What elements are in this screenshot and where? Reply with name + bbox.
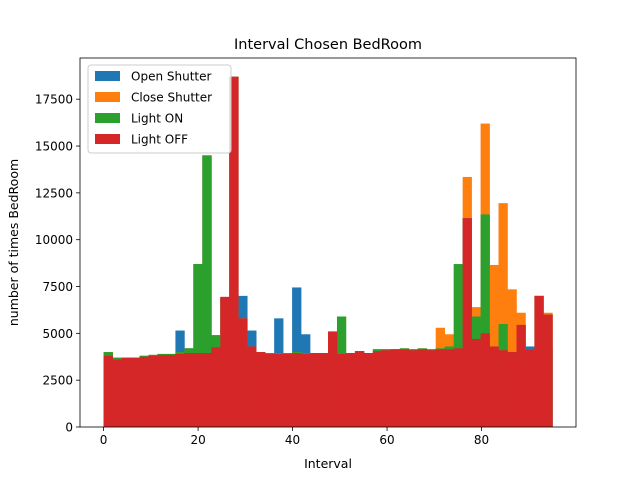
bar-light-off-3 — [130, 357, 140, 427]
bar-light-off-44 — [498, 350, 508, 427]
bar-light-off-2 — [121, 357, 131, 427]
x-axis-ticks: 0 20 40 60 80 — [100, 427, 489, 447]
bar-light-off-19 — [274, 353, 284, 427]
y-tick-label: 15000 — [35, 140, 73, 154]
axes-frame — [79, 57, 577, 428]
bar-light-off-17 — [256, 352, 266, 427]
bar-light-off-10 — [193, 353, 203, 427]
bar-light-off-27 — [345, 353, 356, 427]
bar-light-off-33 — [399, 349, 410, 427]
x-axis-label: Interval — [304, 456, 352, 471]
x-tick-label: 60 — [379, 433, 394, 447]
legend-swatch — [95, 134, 120, 144]
bar-light-off-14 — [229, 76, 239, 427]
bar-light-off-39 — [453, 348, 463, 427]
legend: Open Shutter Close Shutter Light ON Light O… — [87, 64, 232, 154]
bar-light-off-18 — [265, 353, 275, 427]
bar-light-on-39 — [453, 264, 463, 427]
x-tick-label: 40 — [285, 433, 300, 447]
y-tick-label: 0 — [65, 421, 73, 435]
y-tick-label: 12500 — [35, 186, 73, 200]
bar-light-off-9 — [184, 353, 194, 427]
chart-title: Interval Chosen BedRoom — [234, 37, 422, 53]
bar-light-off-42 — [480, 333, 490, 427]
bar-close-shutter-43 — [489, 264, 499, 427]
bar-light-off-49 — [543, 314, 553, 427]
bar-light-off-46 — [516, 324, 526, 427]
bar-light-off-34 — [408, 350, 419, 427]
bar-light-off-30 — [372, 351, 383, 427]
bar-light-off-21 — [292, 353, 302, 427]
bar-light-on-11 — [202, 155, 212, 427]
legend-swatch — [95, 92, 120, 102]
bar-light-off-32 — [390, 349, 401, 427]
legend-swatch — [95, 71, 120, 81]
legend-box — [87, 64, 232, 154]
bar-light-off-35 — [417, 349, 428, 427]
bar-light-off-37 — [435, 349, 445, 427]
y-tick-label: 2500 — [42, 374, 73, 388]
bar-light-on-42 — [480, 214, 490, 427]
bar-light-off-48 — [534, 295, 544, 427]
legend-label: Light ON — [131, 112, 183, 126]
bar-light-off-26 — [336, 353, 347, 427]
bar-light-off-25 — [328, 331, 338, 427]
y-axis-label: number of times BedRoom — [6, 159, 21, 326]
bar-light-off-47 — [525, 349, 535, 427]
bar-close-shutter-44 — [498, 203, 508, 427]
legend-swatch — [95, 113, 120, 123]
legend-label: Close Shutter — [131, 91, 212, 105]
x-tick-label: 20 — [190, 433, 205, 447]
bar-light-off-22 — [301, 353, 311, 427]
bar-light-off-6 — [157, 354, 167, 427]
bar-light-off-41 — [471, 338, 481, 427]
bar-light-off-1 — [112, 359, 122, 427]
bar-light-off-28 — [354, 351, 365, 427]
bar-light-off-0 — [103, 355, 113, 427]
y-tick-label: 5000 — [42, 327, 73, 341]
bar-light-off-31 — [381, 350, 392, 427]
bar-light-off-11 — [202, 353, 212, 427]
bar-light-off-7 — [166, 354, 176, 427]
y-tick-label: 10000 — [35, 233, 73, 247]
bar-light-on-10 — [193, 264, 203, 427]
bar-light-off-20 — [283, 353, 293, 427]
y-tick-label: 7500 — [42, 280, 73, 294]
x-tick-label: 0 — [100, 433, 108, 447]
bar-light-off-23 — [310, 353, 320, 427]
bar-light-off-36 — [426, 350, 437, 427]
bar-light-off-5 — [148, 355, 158, 427]
bar-light-off-45 — [507, 352, 517, 427]
bar-light-off-16 — [247, 346, 257, 427]
bar-light-off-15 — [238, 318, 248, 427]
y-tick-label: 17500 — [35, 93, 73, 107]
bar-light-off-8 — [175, 353, 185, 427]
bar-light-off-4 — [139, 356, 149, 427]
y-axis-ticks: 0 2500 5000 7500 10000 12500 15000 17500 — [35, 93, 80, 435]
bars-layer — [103, 76, 553, 427]
x-tick-label: 80 — [474, 433, 489, 447]
bar-light-off-24 — [319, 353, 329, 427]
bar-light-off-29 — [363, 353, 374, 427]
legend-label: Light OFF — [131, 133, 188, 147]
bar-light-off-12 — [211, 347, 221, 427]
bar-light-off-13 — [220, 296, 230, 427]
bar-light-off-38 — [444, 349, 454, 427]
legend-label: Open Shutter — [131, 70, 211, 84]
bar-light-off-40 — [462, 218, 472, 427]
bar-light-off-43 — [489, 346, 499, 427]
